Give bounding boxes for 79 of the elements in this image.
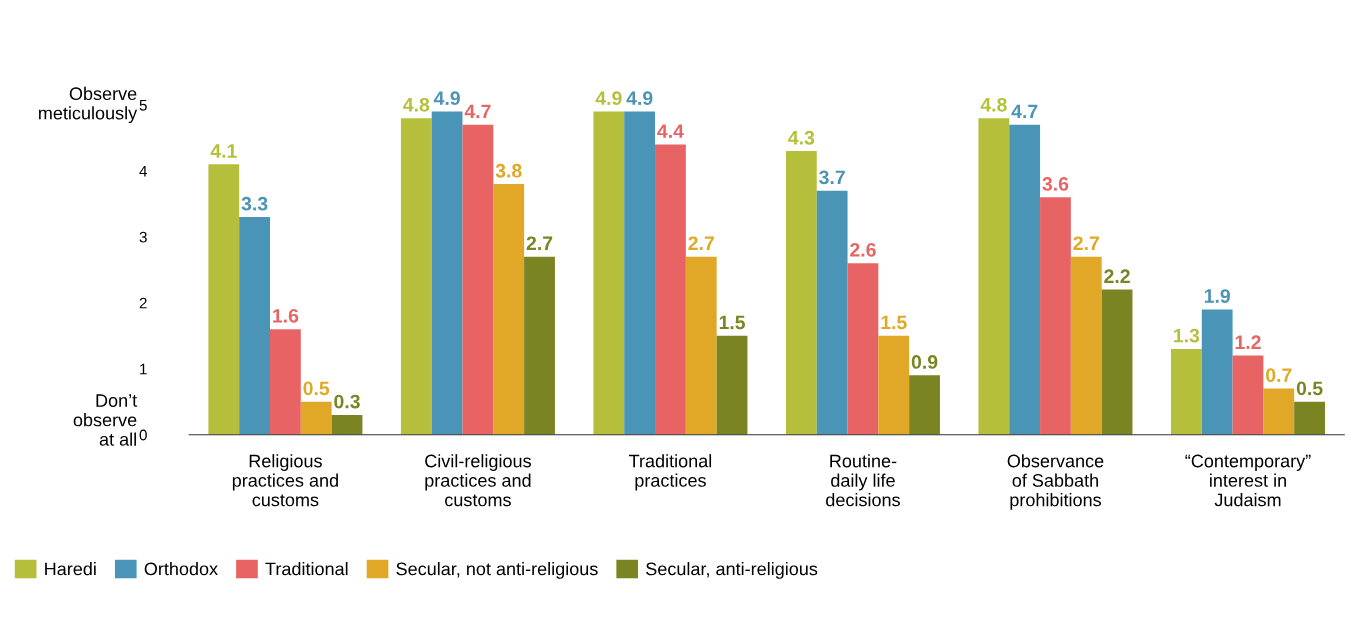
y-tick-label: 3 <box>139 231 147 243</box>
data-label: 3.8 <box>495 163 522 178</box>
data-label: 1.2 <box>1235 335 1261 349</box>
legend-label: Haredi <box>45 562 96 576</box>
data-label: 4.3 <box>788 130 815 145</box>
data-label: 4.8 <box>980 97 1007 112</box>
data-label: 1.3 <box>1174 328 1200 343</box>
data-label: 4.7 <box>464 104 491 119</box>
y-tick-label: 2 <box>139 297 147 309</box>
text: Don’t observe at all <box>73 394 138 446</box>
data-label: 2.6 <box>850 242 876 257</box>
data-label: 2.7 <box>688 236 714 250</box>
data-label: 3.6 <box>1042 177 1069 191</box>
y-tick-label: 1 <box>140 363 147 375</box>
data-label: 2.2 <box>1104 269 1130 283</box>
data-label: 0.5 <box>303 381 330 396</box>
legend-label: Secular, not anti-religious <box>396 562 598 579</box>
x-tick-label: “Contemporary” interest in Judaism <box>1185 454 1311 507</box>
bar <box>1294 401 1325 435</box>
data-label: 4.9 <box>595 91 622 106</box>
data-label: 4.4 <box>657 124 684 138</box>
x-tick-label: Religious practices and customs <box>232 454 338 507</box>
legend-label: Traditional <box>265 562 348 576</box>
data-label: 0.3 <box>334 394 360 409</box>
data-label: 1.5 <box>719 315 746 330</box>
bar <box>400 118 432 435</box>
data-label: 4.1 <box>210 144 237 158</box>
x-tick-label: Observance of Sabbath prohibitions <box>1007 454 1104 510</box>
data-label: 1.6 <box>273 308 299 323</box>
bar <box>1040 197 1071 435</box>
bar <box>624 111 656 435</box>
bar <box>785 151 817 435</box>
bar <box>593 111 625 435</box>
bar <box>878 335 910 435</box>
y-tick-label: 0 <box>139 429 147 441</box>
bar <box>208 164 240 435</box>
legend-label: Orthodox <box>144 562 218 576</box>
data-label: 4.9 <box>433 91 460 106</box>
bar <box>270 329 301 435</box>
y-tick-label: 4 <box>139 165 148 177</box>
data-label: 4.7 <box>1011 104 1038 119</box>
bar <box>1070 256 1102 435</box>
text: Observe meticulously <box>39 86 138 124</box>
bar <box>655 144 686 435</box>
bar <box>524 256 555 435</box>
legend-label: Secular, anti-religious <box>646 562 818 579</box>
data-label: 3.7 <box>819 170 845 185</box>
data-label: 0.5 <box>1296 381 1323 396</box>
x-tick-label: Traditional practices <box>629 454 712 491</box>
data-label: 1.9 <box>1204 289 1230 303</box>
bar <box>1232 355 1264 435</box>
x-tick-label: Routine- daily life decisions <box>826 454 900 507</box>
y-tick-label: 5 <box>139 99 147 111</box>
data-label: 2.7 <box>1073 236 1099 250</box>
bar <box>431 111 463 435</box>
data-label: 3.3 <box>241 196 268 211</box>
bar <box>462 124 494 435</box>
bar <box>816 190 848 435</box>
data-label: 1.5 <box>881 315 907 330</box>
bar <box>978 118 1010 435</box>
bar <box>847 263 879 435</box>
bar <box>685 256 717 435</box>
data-label: 0.9 <box>911 355 938 369</box>
data-label: 4.8 <box>403 97 430 112</box>
bar <box>239 217 270 435</box>
bar <box>1201 309 1233 435</box>
bar <box>300 401 332 435</box>
bar <box>1263 388 1295 435</box>
bar <box>716 335 748 435</box>
bar <box>1101 289 1133 435</box>
data-label: 4.9 <box>626 91 653 106</box>
bar <box>1009 124 1041 435</box>
data-label: 2.7 <box>526 236 553 250</box>
bar <box>1170 348 1202 435</box>
bar <box>909 375 940 435</box>
bar <box>331 414 363 435</box>
x-tick-label: Civil-religious practices and customs <box>425 454 531 507</box>
bar <box>493 184 525 435</box>
data-label: 0.7 <box>1266 368 1292 383</box>
